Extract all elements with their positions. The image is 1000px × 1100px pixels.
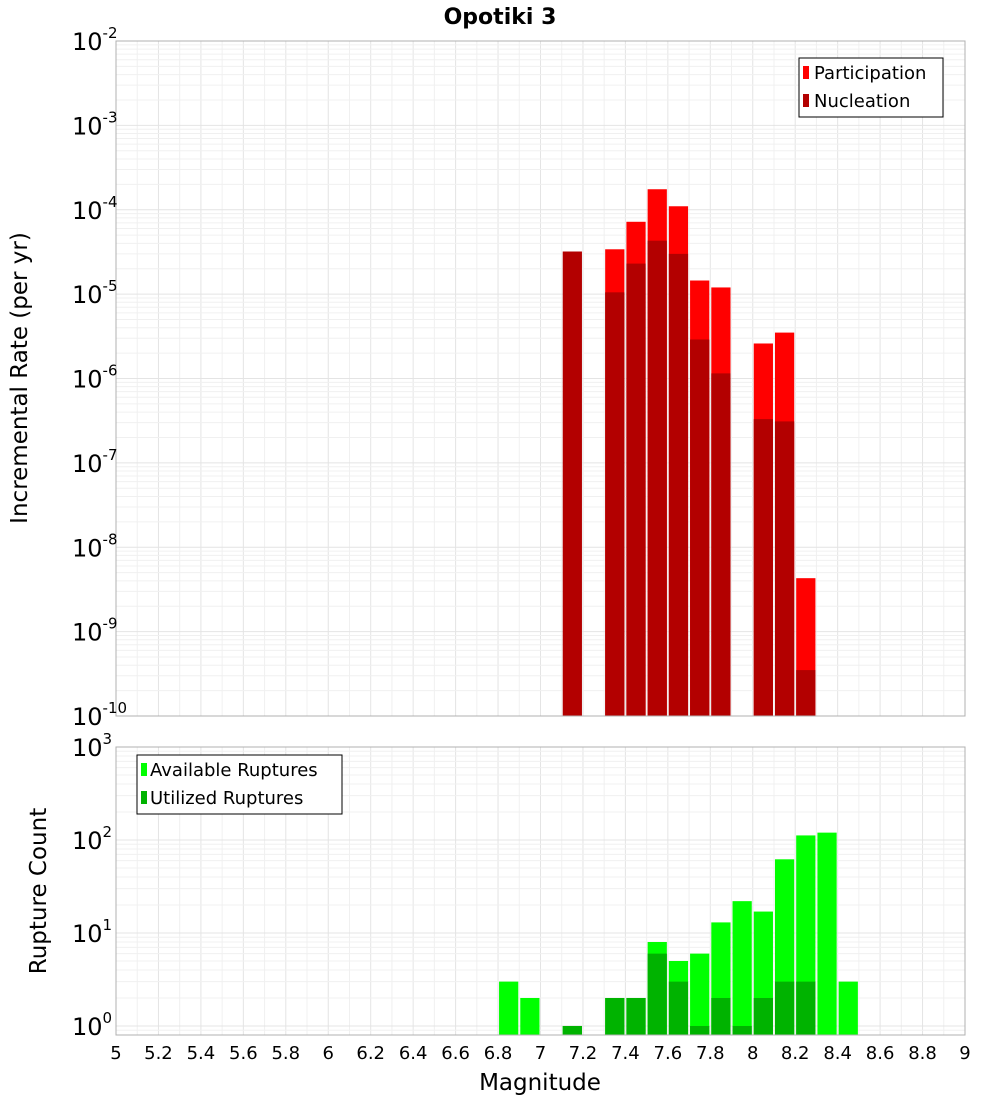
count-bar-utilized-ruptures <box>668 981 689 1035</box>
x-tick-label: 9 <box>959 1043 970 1064</box>
count-bar-utilized-ruptures <box>690 1025 710 1035</box>
rate-y-tick-label: 10-8 <box>72 530 118 562</box>
x-tick-label: 5.4 <box>187 1043 216 1064</box>
nucleation-legend-label: Nucleation <box>814 91 910 112</box>
count-plot-frame <box>115 746 966 1036</box>
x-tick-label: 8 <box>747 1043 758 1064</box>
rate-y-tick-label: 10-3 <box>72 108 118 140</box>
count-bar-available-ruptures <box>499 981 519 1035</box>
count-y-ticks: 100 101 102 103 <box>72 730 112 1041</box>
x-tick-label: 6.4 <box>399 1043 428 1064</box>
rate-bars <box>562 189 816 717</box>
rate-bar-nucleation <box>711 373 731 716</box>
count-bar-utilized-ruptures <box>753 997 773 1035</box>
x-tick-label: 5 <box>110 1043 121 1064</box>
count-panel: 100 101 102 103 Rupture Count Available Rup… <box>26 730 966 1041</box>
count-legend: Available Ruptures Utilized Ruptures <box>136 754 343 815</box>
count-bar-available-ruptures <box>817 832 837 1035</box>
rate-bar-nucleation <box>774 421 795 716</box>
rate-y-axis-label: Incremental Rate (per yr) <box>7 232 33 524</box>
rate-bar-nucleation <box>796 670 816 716</box>
count-y-tick-label: 102 <box>72 823 112 855</box>
nucleation-swatch <box>803 94 809 107</box>
chart-title: Opotiki 3 <box>444 5 557 30</box>
rate-y-tick-label: 10-5 <box>72 277 118 309</box>
rate-bar-nucleation <box>753 419 773 716</box>
rate-legend-box <box>798 57 944 118</box>
count-bar-utilized-ruptures <box>711 997 731 1035</box>
x-tick-label: 5.8 <box>271 1043 300 1064</box>
rate-y-tick-label: 10-10 <box>72 699 127 731</box>
count-y-tick-label: 100 <box>72 1009 112 1041</box>
x-tick-label: 7.2 <box>569 1043 598 1064</box>
count-bar-utilized-ruptures <box>774 981 795 1035</box>
rate-y-tick-label: 10-9 <box>72 615 118 647</box>
rate-bar-nucleation <box>647 240 667 717</box>
count-bar-available-ruptures <box>732 901 752 1035</box>
magnitude-x-ticks: 5 5.2 5.4 5.6 5.8 6 6.2 6.4 6.6 6.8 7 7.2 7.4 7.6 7.8 8… <box>110 1043 970 1064</box>
count-bar-utilized-ruptures <box>562 1025 582 1035</box>
rate-bar-nucleation <box>668 253 689 716</box>
x-tick-label: 7.4 <box>611 1043 640 1064</box>
rate-bar-nucleation <box>626 263 646 716</box>
count-bar-available-ruptures <box>838 981 858 1035</box>
x-axis-label: Magnitude <box>479 1070 601 1096</box>
rate-bar-nucleation <box>562 251 582 716</box>
rate-plot-frame <box>115 40 966 717</box>
count-bar-utilized-ruptures <box>605 997 625 1035</box>
rate-y-tick-label: 10-6 <box>72 362 118 394</box>
count-bar-available-ruptures <box>520 997 540 1035</box>
count-y-tick-label: 103 <box>72 730 112 762</box>
available-swatch <box>141 763 147 776</box>
x-tick-label: 8.2 <box>781 1043 810 1064</box>
x-tick-label: 7.8 <box>696 1043 725 1064</box>
x-tick-label: 8.8 <box>908 1043 937 1064</box>
x-tick-label: 7 <box>535 1043 546 1064</box>
participation-legend-label: Participation <box>814 63 926 84</box>
x-tick-label: 6 <box>323 1043 334 1064</box>
rate-y-tick-label: 10-7 <box>72 446 118 478</box>
rate-panel: 10-10 10-9 10-8 10-7 10-6 10-5 10-4 10-3 10-2 In… <box>7 24 966 731</box>
count-bar-utilized-ruptures <box>796 981 816 1035</box>
count-bar-utilized-ruptures <box>647 953 667 1035</box>
count-y-axis-label: Rupture Count <box>26 808 52 974</box>
participation-swatch <box>803 66 809 79</box>
x-tick-label: 6.6 <box>441 1043 470 1064</box>
rate-legend: Participation Nucleation <box>798 57 944 118</box>
rate-y-tick-label: 10-2 <box>72 24 118 56</box>
count-legend-box <box>136 754 343 815</box>
rate-y-tick-label: 10-4 <box>72 193 118 225</box>
count-bar-utilized-ruptures <box>626 997 646 1035</box>
x-tick-label: 7.6 <box>654 1043 683 1064</box>
rate-bar-nucleation <box>605 292 625 716</box>
count-bar-available-ruptures <box>690 953 710 1035</box>
rate-y-ticks: 10-10 10-9 10-8 10-7 10-6 10-5 10-4 10-3 10-2 <box>72 24 127 731</box>
count-bar-utilized-ruptures <box>732 1025 752 1035</box>
x-tick-label: 6.2 <box>356 1043 385 1064</box>
rate-grid <box>115 41 966 717</box>
count-bars <box>499 832 858 1035</box>
utilized-legend-label: Utilized Ruptures <box>150 788 303 809</box>
count-y-tick-label: 101 <box>72 916 112 948</box>
x-tick-label: 8.4 <box>823 1043 852 1064</box>
rate-bar-nucleation <box>690 339 710 716</box>
x-tick-label: 5.2 <box>144 1043 173 1064</box>
x-tick-label: 8.6 <box>866 1043 895 1064</box>
utilized-swatch <box>141 791 147 804</box>
available-legend-label: Available Ruptures <box>150 760 318 781</box>
x-tick-label: 5.6 <box>229 1043 258 1064</box>
x-tick-label: 6.8 <box>484 1043 513 1064</box>
